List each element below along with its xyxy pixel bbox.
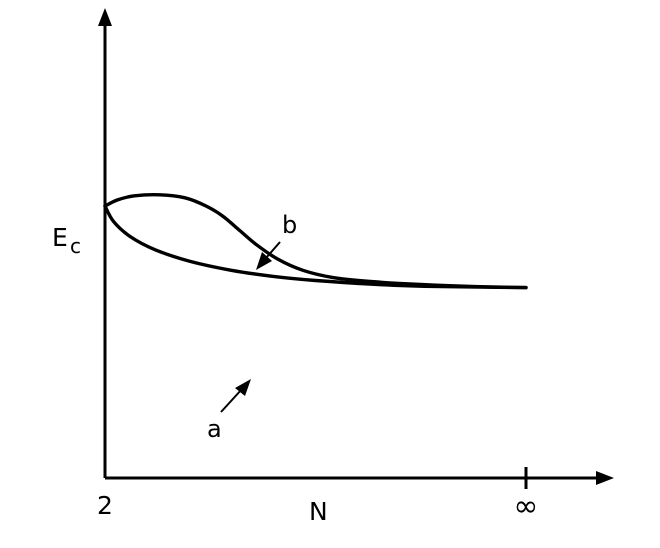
y-axis-label: E (52, 223, 68, 252)
x-tick-label-start: 2 (97, 491, 113, 520)
x-axis-label: N (309, 497, 328, 526)
pointer-b (265, 241, 281, 259)
y-axis-arrow-icon (98, 8, 112, 26)
series-line-b (103, 192, 528, 290)
y-axis-label-subscript: c (70, 234, 81, 258)
pointer-a-arrow-icon (235, 379, 251, 396)
series-label-b: b (282, 211, 297, 239)
x-axis-arrow-icon (596, 471, 614, 485)
pointer-a (220, 388, 243, 413)
x-tick-label-end: ∞ (514, 489, 539, 524)
series-line-a (103, 204, 528, 290)
pointer-b-arrow-icon (256, 252, 272, 270)
series-label-a: a (207, 415, 222, 443)
